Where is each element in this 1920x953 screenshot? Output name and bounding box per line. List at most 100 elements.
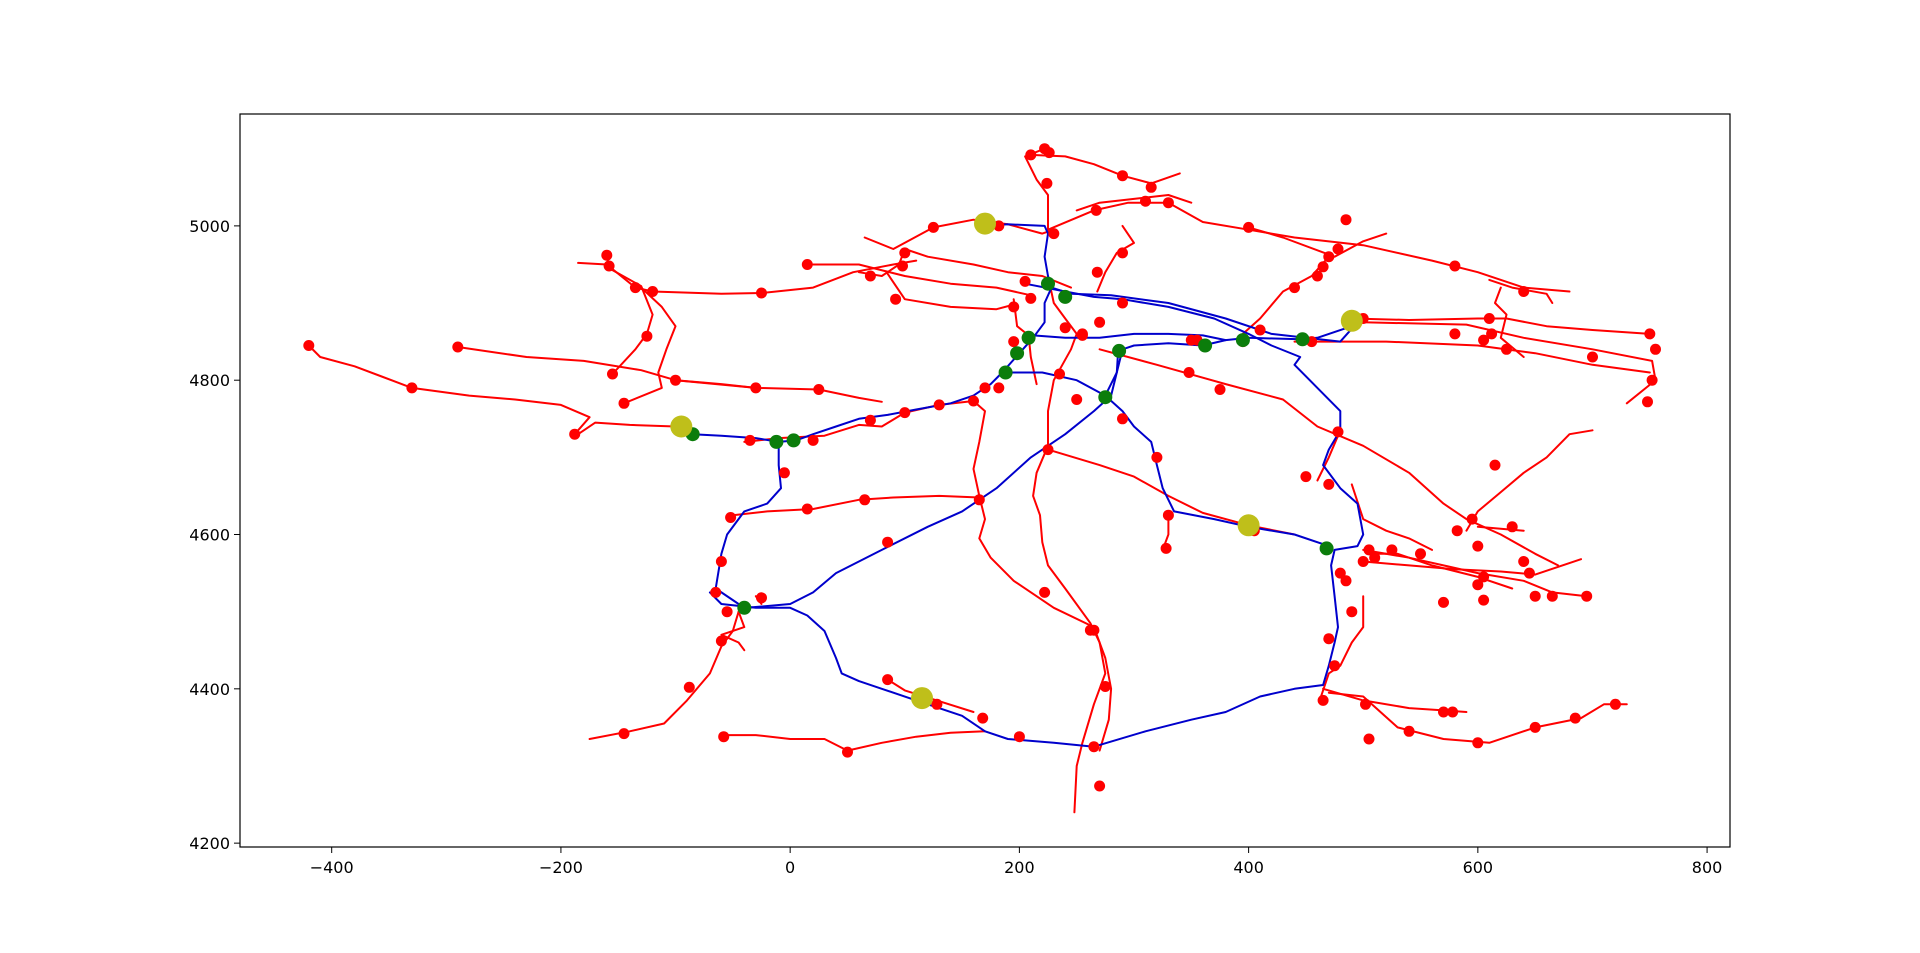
red-node-point: [813, 384, 825, 395]
red-node-point: [1117, 247, 1128, 259]
red-node-point: [1162, 197, 1174, 209]
red-route-line: [1488, 278, 1554, 304]
red-node-point: [1472, 579, 1484, 591]
green-node-point: [1198, 338, 1213, 353]
red-node-point: [801, 503, 813, 515]
red-node-point: [1438, 596, 1449, 608]
x-tick-label: 0: [785, 858, 795, 877]
x-tick-label: 400: [1233, 858, 1264, 877]
yellow-node-point: [1340, 309, 1363, 332]
red-route-line: [307, 344, 591, 436]
red-node-point: [1478, 594, 1490, 606]
red-node-point: [1117, 170, 1128, 182]
red-node-point: [1140, 195, 1151, 207]
red-node-point: [1323, 251, 1335, 263]
red-node-point: [1386, 544, 1398, 556]
red-node-point: [303, 340, 315, 351]
red-route-line: [1247, 226, 1388, 258]
red-node-point: [1094, 780, 1106, 792]
red-node-point: [968, 395, 979, 407]
blue-route-line: [708, 282, 1365, 748]
red-node-point: [1090, 204, 1102, 216]
red-node-point: [1346, 606, 1358, 618]
red-node-point: [1642, 396, 1653, 408]
red-node-point: [1363, 544, 1375, 556]
red-node-point: [1518, 556, 1530, 567]
red-node-point: [1546, 590, 1558, 602]
red-node-point: [1311, 270, 1323, 282]
red-node-point: [452, 341, 464, 353]
red-node-point: [864, 414, 876, 426]
red-node-point: [607, 368, 618, 380]
green-node-point: [1010, 346, 1025, 361]
red-node-point: [1501, 343, 1512, 355]
x-tick-label: 600: [1463, 858, 1494, 877]
red-node-point: [683, 681, 695, 693]
red-node-point: [756, 287, 767, 299]
red-route-line: [1029, 153, 1181, 185]
red-node-point: [1506, 521, 1518, 533]
red-node-point: [993, 220, 1005, 232]
red-node-point: [1317, 694, 1329, 706]
red-node-point: [1334, 567, 1346, 579]
red-node-point: [1094, 316, 1106, 328]
red-node-point: [882, 674, 894, 686]
red-node-point: [1415, 548, 1426, 560]
red-node-point: [1451, 525, 1463, 537]
red-node-point: [1646, 374, 1658, 386]
red-node-point: [1581, 590, 1593, 602]
green-node-point: [1319, 541, 1334, 556]
red-node-point: [1369, 552, 1381, 564]
red-node-point: [1363, 733, 1375, 745]
red-node-point: [1091, 266, 1103, 278]
red-route-line: [720, 610, 746, 652]
red-node-point: [1329, 660, 1341, 672]
red-node-point: [1644, 328, 1656, 340]
red-node-point: [1145, 181, 1157, 193]
x-tick-label: −200: [539, 858, 583, 877]
red-route-line: [812, 263, 1032, 297]
red-node-point: [882, 536, 894, 548]
blue-route-line: [1104, 352, 1119, 397]
red-node-point: [1019, 275, 1031, 287]
y-tick-label: 4200: [189, 834, 230, 853]
plot-frame: [239, 113, 1731, 848]
green-node-point: [998, 365, 1013, 380]
red-node-point: [1008, 336, 1020, 348]
red-route-line: [1327, 691, 1628, 744]
red-node-point: [1071, 394, 1083, 405]
red-node-point: [931, 698, 943, 710]
red-node-point: [670, 374, 681, 386]
x-tick-label: 200: [1004, 858, 1035, 877]
yellow-node-point: [974, 212, 996, 235]
red-node-point: [618, 397, 630, 409]
red-node-point: [899, 247, 911, 259]
red-route-line: [1362, 558, 1582, 576]
red-node-point: [1008, 301, 1020, 313]
red-node-point: [842, 746, 853, 758]
red-node-point: [993, 382, 1005, 394]
red-node-point: [979, 382, 991, 394]
red-node-point: [1160, 542, 1172, 554]
red-node-point: [1043, 147, 1055, 159]
network-nodes: [303, 143, 1661, 792]
red-node-point: [1317, 261, 1329, 273]
red-node-point: [715, 635, 727, 647]
red-node-point: [1323, 478, 1335, 490]
red-node-point: [1478, 334, 1490, 346]
green-node-point: [1295, 332, 1310, 347]
red-route-line: [886, 272, 1015, 311]
red-node-point: [1013, 731, 1025, 743]
red-node-point: [1117, 297, 1128, 309]
red-node-point: [1569, 712, 1581, 724]
red-node-point: [1529, 721, 1541, 733]
red-route-line: [1096, 224, 1135, 293]
red-node-point: [1289, 282, 1300, 294]
red-node-point: [1059, 322, 1071, 334]
red-route-line: [1092, 626, 1113, 752]
red-node-point: [1472, 737, 1484, 749]
red-node-point: [1486, 328, 1498, 340]
red-node-point: [718, 731, 730, 743]
red-node-point: [1529, 590, 1541, 602]
